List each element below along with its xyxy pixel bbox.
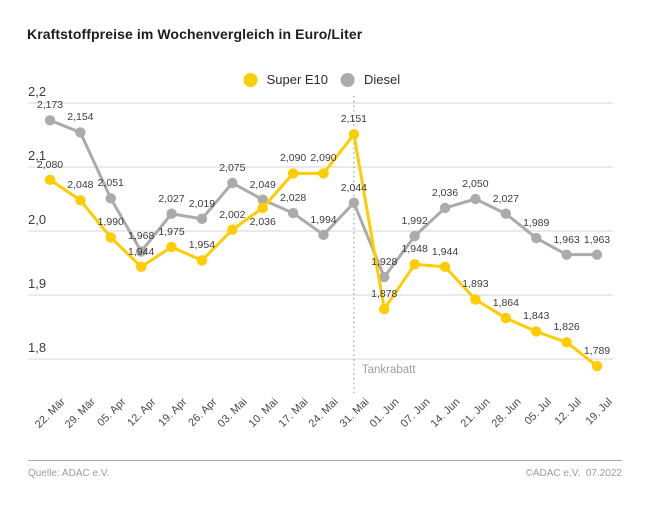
data-point-label: 1,843 [523, 310, 550, 323]
data-point [287, 207, 299, 219]
data-point-label: 1,878 [371, 288, 398, 301]
data-point-label: 2,090 [279, 152, 307, 165]
data-point-label: 1,975 [158, 226, 185, 238]
data-point-label: 1,963 [583, 233, 611, 246]
data-point-label: 1,789 [583, 345, 611, 358]
data-point-label: 1,944 [431, 245, 459, 258]
data-point [531, 232, 542, 244]
legend-item-super-e10: Super E10 [243, 72, 329, 87]
data-point-label: 1,864 [492, 297, 519, 310]
data-point-label: 2,154 [67, 111, 94, 124]
data-point [318, 229, 329, 241]
data-point [257, 194, 268, 205]
data-point [75, 127, 86, 138]
data-point-label: 1,994 [310, 213, 337, 226]
data-point [227, 177, 238, 189]
data-point [591, 249, 603, 260]
data-point [591, 360, 603, 372]
data-point-label: 1,948 [401, 243, 428, 256]
data-point [135, 246, 147, 257]
data-point-label: 2,075 [219, 162, 246, 174]
copyright-text: ©ADAC e.V. 07.2022 [525, 468, 622, 479]
data-point [105, 193, 116, 204]
y-axis-tick-label: 2,1 [28, 148, 47, 163]
legend: Super E10 Diesel [243, 72, 400, 87]
data-point [44, 174, 56, 185]
data-point-label: 1,928 [371, 256, 398, 269]
data-point [44, 115, 56, 126]
data-point-label: 2,173 [36, 99, 64, 112]
y-axis-tick-label: 2,2 [28, 84, 47, 99]
data-point-label: 2,044 [340, 181, 368, 194]
data-point [500, 312, 512, 324]
data-point [439, 202, 451, 214]
data-point [257, 202, 268, 214]
data-point-label: 1,826 [553, 321, 580, 334]
data-point-label: 2,090 [310, 152, 337, 165]
data-point-label: 2,027 [158, 192, 185, 205]
data-point [439, 261, 451, 273]
data-point [287, 168, 299, 179]
data-point [470, 294, 481, 305]
data-point [227, 224, 238, 235]
data-point-label: 2,051 [97, 177, 124, 190]
chart-title: Kraftstoffpreise im Wochenvergleich in E… [27, 26, 363, 42]
data-point-label: 1,944 [128, 245, 155, 258]
data-point-label: 1,893 [462, 278, 489, 291]
data-point-label: 2,036 [249, 215, 276, 228]
data-point [318, 168, 329, 179]
data-point-label: 2,049 [249, 178, 276, 191]
data-point [561, 337, 572, 348]
data-point-label: 2,048 [67, 179, 94, 192]
data-point [166, 241, 177, 253]
data-point-label: 1,992 [401, 215, 428, 228]
data-point-label: 2,050 [462, 178, 489, 190]
diesel-dot-icon [341, 72, 356, 87]
y-axis-tick-label: 1,9 [28, 276, 47, 291]
source-text: Quelle: ADAC e.V. [28, 468, 110, 479]
data-point-label: 1,968 [128, 230, 155, 243]
legend-label-diesel: Diesel [364, 72, 401, 87]
data-point [348, 129, 360, 140]
data-point [196, 213, 208, 225]
data-point [379, 303, 390, 315]
data-point-label: 1,990 [97, 216, 124, 229]
data-point [531, 326, 542, 337]
data-point [348, 197, 360, 209]
data-point-label: 2,002 [219, 208, 246, 221]
legend-label-super-e10: Super E10 [266, 72, 329, 87]
data-point-label: 2,036 [431, 186, 459, 199]
data-point [409, 259, 420, 270]
data-point [500, 208, 512, 219]
data-point [196, 255, 208, 266]
data-point-label: 2,028 [279, 192, 307, 205]
y-axis-tick-label: 1,8 [28, 340, 47, 355]
data-point [561, 249, 572, 260]
data-point-label: 1,954 [188, 239, 216, 252]
data-point-label: 2,151 [340, 113, 368, 126]
legend-item-diesel: Diesel [341, 72, 400, 87]
data-point-label: 2,019 [188, 197, 216, 210]
data-point [379, 271, 390, 283]
data-point [75, 195, 86, 206]
data-point [409, 230, 420, 242]
data-point [470, 193, 481, 205]
y-axis-tick-label: 2,0 [28, 212, 47, 227]
data-point-label: 2,080 [36, 158, 64, 171]
data-point [135, 261, 147, 273]
data-point-label: 2,027 [492, 192, 519, 205]
data-point-label: 1,989 [523, 217, 550, 230]
data-point [105, 232, 116, 243]
footer-divider [28, 460, 622, 461]
super-e10-dot-icon [243, 72, 258, 87]
tankrabatt-annotation: Tankrabatt [361, 364, 416, 376]
data-point [166, 208, 177, 219]
data-point-label: 1,963 [553, 233, 580, 246]
